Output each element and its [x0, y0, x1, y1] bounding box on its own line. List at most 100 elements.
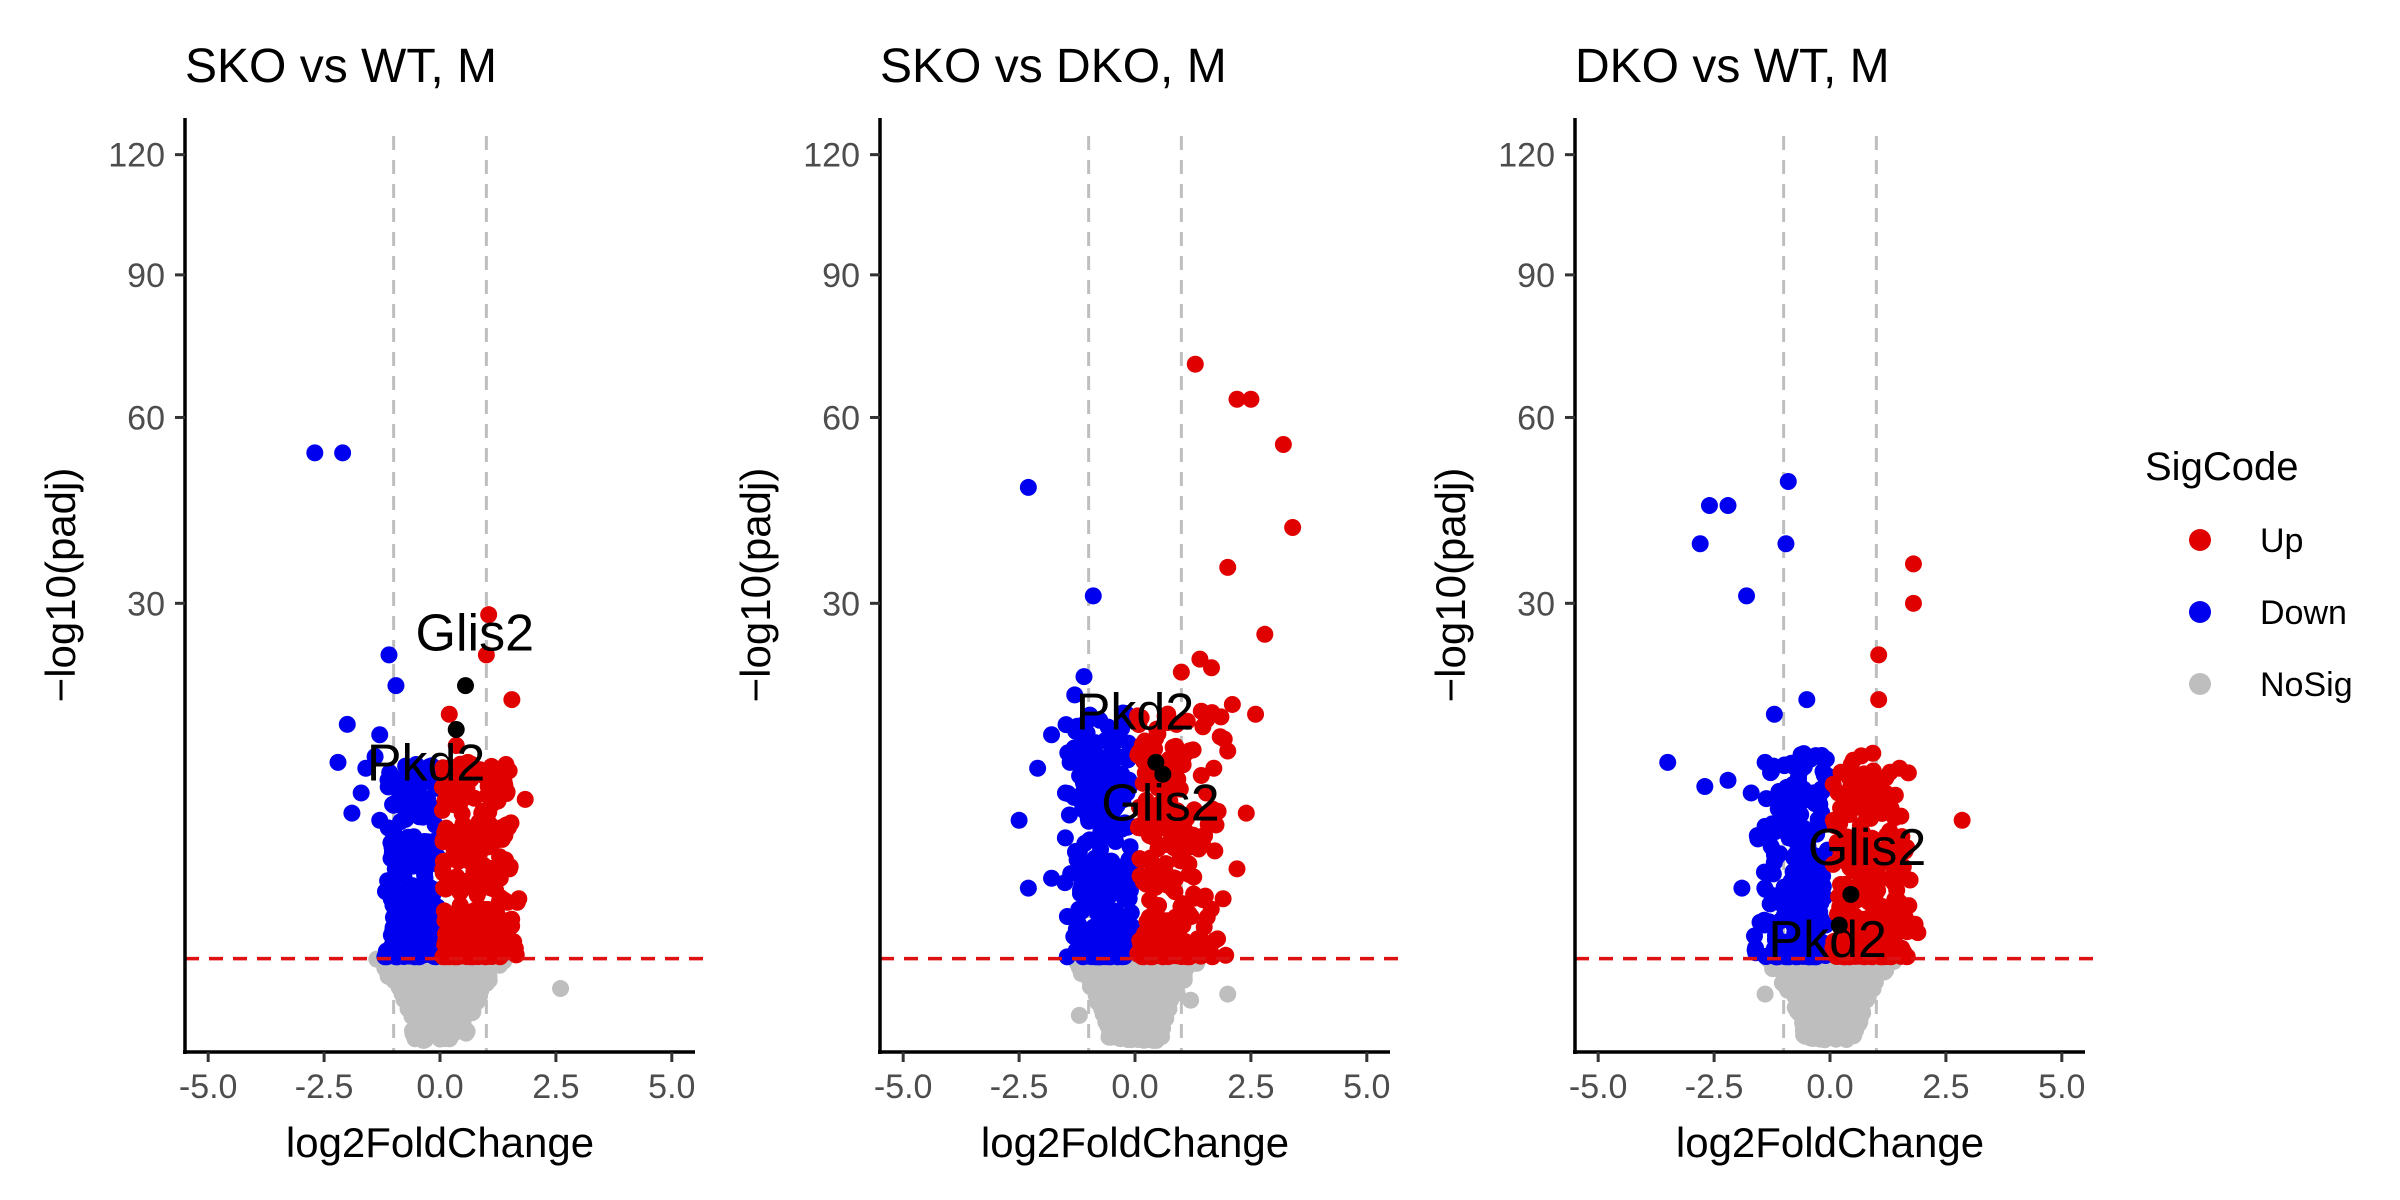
down-point [1069, 915, 1087, 933]
nosig-point [1070, 1006, 1088, 1024]
x-tick-label: 2.5 [1922, 1068, 1969, 1106]
down-point [410, 808, 428, 826]
down-point [1766, 847, 1784, 865]
down-point [406, 789, 424, 807]
up-point [478, 824, 496, 842]
x-axis-title: log2FoldChange [981, 1119, 1289, 1166]
up-point [1901, 871, 1919, 889]
x-tick-label: 5.0 [2038, 1068, 2085, 1106]
up-point [1219, 558, 1237, 576]
down-point [1056, 784, 1074, 802]
up-point [1175, 823, 1193, 841]
down-point [1075, 668, 1093, 686]
down-point [1110, 731, 1128, 749]
down-point [1087, 919, 1105, 937]
down-point [1103, 852, 1121, 870]
y-tick-label: 90 [127, 257, 165, 295]
down-point [357, 759, 375, 777]
down-point [334, 444, 352, 462]
down-point [1066, 686, 1084, 704]
y-tick-label: 60 [1517, 399, 1555, 437]
up-point [1191, 650, 1209, 668]
down-point [1749, 830, 1767, 848]
up-point [1832, 902, 1850, 920]
up-point [1192, 931, 1210, 949]
down-point [1798, 691, 1816, 709]
up-point [1852, 747, 1870, 765]
down-point [1010, 811, 1028, 829]
nosig-point [1127, 1010, 1145, 1028]
up-point [1211, 728, 1229, 746]
up-point [1164, 880, 1182, 898]
nosig-point [1149, 998, 1167, 1016]
down-point [1070, 842, 1088, 860]
highlight-gene-point [447, 720, 465, 738]
up-point [491, 869, 509, 887]
down-point [414, 773, 432, 791]
nosig-point [1784, 980, 1802, 998]
up-point [1180, 905, 1198, 923]
nosig-point [1115, 965, 1133, 983]
up-point [1133, 851, 1151, 869]
down-point [382, 850, 400, 868]
down-point [1742, 784, 1760, 802]
nosig-point [422, 964, 440, 982]
nosig-point [1219, 985, 1237, 1003]
down-point [1807, 948, 1825, 966]
nosig-point [408, 980, 426, 998]
down-point [1043, 869, 1061, 887]
x-axis-title: log2FoldChange [286, 1119, 594, 1166]
down-point [1113, 820, 1131, 838]
nosig-point [450, 1006, 468, 1024]
up-point [433, 778, 451, 796]
up-point [1144, 861, 1162, 879]
nosig-point [1182, 991, 1200, 1009]
nosig-point [1168, 984, 1186, 1002]
down-point [380, 646, 398, 664]
nosig-point [395, 986, 413, 1004]
up-point [1877, 784, 1895, 802]
up-point [1894, 858, 1912, 876]
nosig-point [1838, 970, 1856, 988]
panel-title: DKO vs WT, M [1575, 40, 1890, 93]
down-point [1814, 762, 1832, 780]
points-layer [1659, 473, 1971, 1049]
down-point [387, 677, 405, 695]
legend-label-down: Down [2260, 594, 2347, 632]
down-point [1793, 748, 1811, 766]
up-point [459, 753, 477, 771]
down-point [1070, 900, 1088, 918]
up-point [1149, 725, 1167, 743]
up-point [440, 705, 458, 723]
up-point [1137, 875, 1155, 893]
legend-key-nosig [2189, 673, 2211, 695]
nosig-point [1776, 963, 1794, 981]
down-point [1770, 936, 1788, 954]
down-point [371, 811, 389, 829]
down-point [1080, 941, 1098, 959]
nosig-point [1756, 985, 1774, 1003]
gene-label: Pkd2 [1076, 683, 1195, 741]
highlight-gene-point [1842, 885, 1860, 903]
nosig-point [1087, 987, 1105, 1005]
down-point [1755, 863, 1773, 881]
nosig-point [404, 1001, 422, 1019]
up-point [1274, 435, 1292, 453]
down-point [385, 826, 403, 844]
up-point [1137, 774, 1155, 792]
legend-label-up: Up [2260, 522, 2303, 560]
up-point [1219, 742, 1237, 760]
up-point [1859, 863, 1877, 881]
up-point [1157, 855, 1175, 873]
up-point [1842, 777, 1860, 795]
nosig-point [422, 991, 440, 1009]
up-point [471, 761, 489, 779]
highlight-gene-point [457, 677, 474, 695]
down-point [1757, 947, 1775, 965]
up-point [1153, 916, 1171, 934]
panels: SKO vs WT, M Glis2 Pkd2 30 60 90 120 -5.0 -2.5 0.… [37, 40, 2097, 1166]
highlight-gene-point [1154, 765, 1172, 783]
up-point [473, 920, 491, 938]
y-tick-label: 120 [803, 137, 860, 175]
down-point [1078, 753, 1096, 771]
